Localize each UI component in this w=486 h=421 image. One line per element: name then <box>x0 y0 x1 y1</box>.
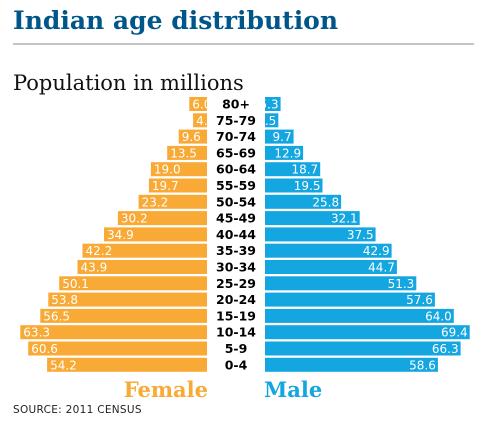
age-group-label: 75-79 <box>216 113 256 128</box>
male-bar <box>265 325 470 340</box>
age-group-label: 20-24 <box>216 292 256 307</box>
male-value-label: 66.3 <box>432 342 459 356</box>
female-value-label: 30.2 <box>121 212 148 226</box>
female-bar <box>193 113 207 128</box>
male-bar <box>265 243 392 258</box>
male-bar <box>265 162 321 177</box>
female-value-label: 13.5 <box>170 146 197 160</box>
male-value-label: 42.9 <box>363 244 390 258</box>
age-group-label: 10-14 <box>216 325 256 340</box>
female-value-label: 42.2 <box>86 244 113 258</box>
age-group-label: 55-59 <box>216 178 256 193</box>
male-bar <box>265 145 304 160</box>
female-bar <box>28 341 208 356</box>
female-value-label: 4.7 <box>196 114 215 128</box>
male-value-label: 69.4 <box>441 326 468 340</box>
female-bar <box>148 178 207 193</box>
female-value-label: 9.6 <box>182 130 201 144</box>
male-value-label: 25.8 <box>312 195 339 209</box>
female-bar <box>40 308 207 323</box>
male-value-label: 57.6 <box>406 293 433 307</box>
age-group-label: 40-44 <box>216 227 256 242</box>
age-group-label: 65-69 <box>216 145 256 160</box>
age-group-label: 70-74 <box>216 129 256 144</box>
legend-male: Male <box>264 377 322 402</box>
chart-title: Indian age distribution <box>13 6 338 35</box>
male-bar <box>265 308 454 323</box>
male-bar <box>265 292 435 307</box>
female-bar <box>59 276 208 291</box>
chart-subtitle: Population in millions <box>13 71 244 95</box>
male-bar <box>265 357 438 372</box>
female-bar <box>48 292 207 307</box>
female-bar <box>20 325 207 340</box>
female-value-label: 63.3 <box>23 326 50 340</box>
male-bar <box>265 276 417 291</box>
male-bar <box>265 211 360 226</box>
female-bar <box>82 243 207 258</box>
male-value-label: 18.7 <box>291 163 318 177</box>
age-group-label: 60-64 <box>216 162 256 177</box>
male-bar <box>265 260 397 274</box>
age-group-label: 45-49 <box>216 211 256 226</box>
age-group-label: 25-29 <box>216 276 256 291</box>
male-bar <box>265 97 281 111</box>
male-value-label: 58.6 <box>409 358 436 372</box>
female-value-label: 19.0 <box>154 163 181 177</box>
age-group-label: 15-19 <box>216 308 256 323</box>
female-bar <box>47 357 207 372</box>
male-bar <box>265 194 342 209</box>
female-bar <box>117 211 207 226</box>
male-value-label: 51.3 <box>388 277 415 291</box>
female-value-label: 19.7 <box>152 179 179 193</box>
age-group-label: 50-54 <box>216 194 256 209</box>
female-value-label: 60.6 <box>31 342 58 356</box>
female-bar <box>104 227 207 242</box>
male-value-label: 64.0 <box>425 309 452 323</box>
female-value-label: 54.2 <box>50 358 77 372</box>
female-value-label: 43.9 <box>81 261 108 275</box>
female-bar <box>178 129 207 144</box>
legend-female: Female <box>124 377 208 402</box>
male-bar <box>265 341 461 356</box>
male-bar <box>265 227 376 242</box>
male-bar <box>265 113 279 128</box>
male-value-label: 19.5 <box>294 179 321 193</box>
female-value-label: 56.5 <box>43 309 70 323</box>
male-value-label: 12.9 <box>274 146 301 160</box>
age-group-label: 30-34 <box>216 260 256 275</box>
female-bar <box>167 145 207 160</box>
male-bar <box>265 129 294 144</box>
female-value-label: 50.1 <box>62 277 89 291</box>
age-group-label: 0-4 <box>225 357 248 372</box>
female-value-label: 34.9 <box>107 228 134 242</box>
female-value-label: 53.8 <box>51 293 78 307</box>
female-bar <box>77 260 207 274</box>
age-group-label: 35-39 <box>216 243 256 258</box>
male-bar <box>265 178 323 193</box>
female-bar <box>138 194 207 209</box>
male-value-label: 5.3 <box>260 98 279 112</box>
female-value-label: 6.0 <box>192 98 211 112</box>
male-value-label: 32.1 <box>331 212 358 226</box>
source-note: SOURCE: 2011 CENSUS <box>13 404 142 416</box>
female-value-label: 23.2 <box>142 195 169 209</box>
male-value-label: 37.5 <box>347 228 374 242</box>
female-bar <box>189 97 207 111</box>
age-group-label: 80+ <box>222 97 250 112</box>
male-value-label: 44.7 <box>368 261 395 275</box>
male-value-label: 4.5 <box>257 114 276 128</box>
male-value-label: 9.7 <box>273 130 292 144</box>
bars-group: 6.0 5.3 80+ 4.7 4.575-79 9.6 9.7 70-74 13.5 12.9 6… <box>20 97 470 372</box>
female-bar <box>150 162 207 177</box>
age-group-label: 5-9 <box>225 341 248 356</box>
